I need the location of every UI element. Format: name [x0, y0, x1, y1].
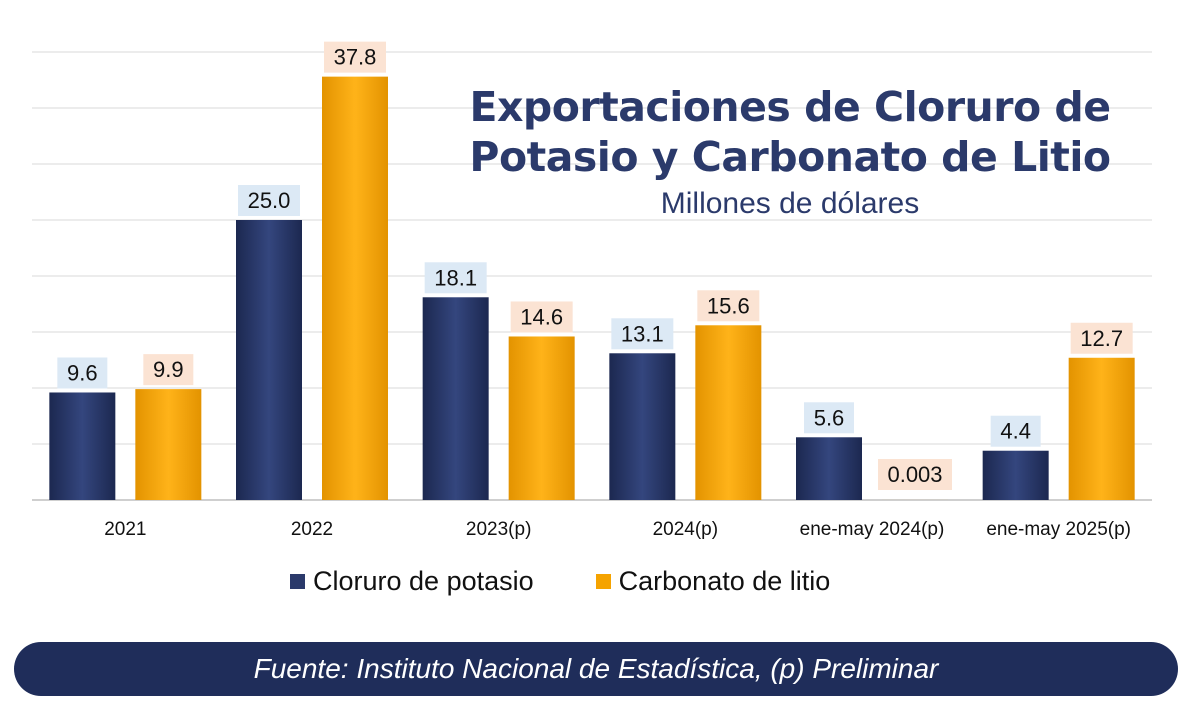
- bar-litio-0: [135, 389, 202, 500]
- data-label-litio-3: 15.6: [707, 293, 750, 318]
- data-label-potasio-4: 5.6: [814, 405, 845, 430]
- source-text: Fuente: Instituto Nacional de Estadístic…: [253, 653, 939, 684]
- bar-potasio-4: [796, 437, 862, 500]
- bar-litio-1: [322, 76, 388, 500]
- bar-potasio-1: [236, 220, 302, 500]
- source-footer: Fuente: Instituto Nacional de Estadístic…: [14, 642, 1178, 696]
- data-label-bg: [424, 262, 487, 294]
- data-label-litio-1: 37.8: [334, 45, 377, 70]
- legend: Cloruro de potasio Carbonato de litio: [290, 566, 830, 597]
- chart-subtitle: Millones de dólares: [660, 187, 920, 220]
- data-label-litio-5: 12.7: [1080, 326, 1123, 351]
- bar-potasio-3: [609, 353, 676, 500]
- bar-litio-2: [508, 336, 575, 500]
- data-label-bg: [611, 318, 674, 350]
- data-label-bg: [878, 459, 952, 490]
- data-label-potasio-5: 4.4: [1000, 419, 1031, 444]
- data-label-bg: [697, 290, 760, 322]
- chart-title-line-1: Exportaciones de Cloruro de: [469, 83, 1111, 131]
- data-label-potasio-0: 9.6: [67, 360, 98, 385]
- legend-swatch-potasio: [290, 574, 305, 589]
- data-label-bg: [804, 402, 854, 434]
- data-label-bg: [990, 415, 1041, 447]
- x-tick-label: 2022: [291, 519, 333, 540]
- bar-potasio-2: [422, 297, 489, 500]
- data-label-potasio-1: 25.0: [248, 188, 291, 213]
- chart-title-line-2: Potasio y Carbonato de Litio: [469, 133, 1111, 181]
- bar-potasio-0: [49, 392, 116, 500]
- legend-label-litio: Carbonato de litio: [618, 566, 831, 596]
- gridlines: [32, 51, 1152, 501]
- data-label-potasio-3: 13.1: [621, 321, 664, 346]
- x-tick-label: ene-may 2024(p): [800, 519, 945, 540]
- x-tick-label: 2023(p): [466, 519, 532, 540]
- data-label-bg: [510, 301, 573, 333]
- data-label-bg: [57, 357, 108, 389]
- bar-litio-3: [695, 325, 762, 500]
- data-labels-group: 9.6 9.9 25.0 37.8 18.1 14.6 13.1 15.6 5.6 0.003 4.…: [57, 41, 1133, 490]
- bar-litio-5: [1068, 357, 1135, 500]
- x-tick-labels: 2021 2022 2023(p) 2024(p) ene-may 2024(p) ene…: [104, 519, 1131, 540]
- data-label-bg: [1070, 322, 1133, 354]
- x-tick-label: ene-may 2025(p): [986, 519, 1131, 540]
- legend-label-potasio: Cloruro de potasio: [313, 566, 534, 596]
- data-label-bg: [324, 41, 386, 73]
- bar-potasio-5: [982, 450, 1049, 500]
- data-label-potasio-2: 18.1: [434, 265, 477, 290]
- legend-item-litio: Carbonato de litio: [595, 566, 831, 597]
- chart-title-block: Exportaciones de Cloruro de Potasio y Ca…: [460, 82, 1120, 224]
- data-label-bg: [238, 185, 300, 216]
- legend-swatch-litio: [595, 574, 611, 589]
- legend-item-potasio: Cloruro de potasio: [290, 566, 534, 597]
- data-label-bg: [143, 354, 194, 386]
- x-tick-label: 2021: [104, 519, 146, 540]
- bars-group: [49, 76, 1135, 500]
- chart-title: Exportaciones de Cloruro de Potasio y Ca…: [460, 82, 1120, 182]
- x-tick-label: 2024(p): [653, 519, 719, 540]
- data-label-litio-0: 9.9: [153, 357, 184, 382]
- data-label-litio-2: 14.6: [520, 304, 563, 329]
- data-label-litio-4: 0.003: [887, 462, 942, 487]
